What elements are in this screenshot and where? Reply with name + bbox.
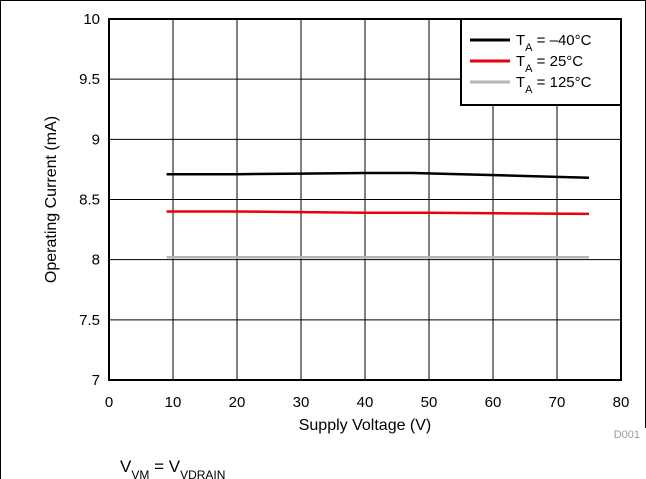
- figure-code: D001: [614, 429, 640, 441]
- legend-label-1: TA = 25°C: [516, 53, 583, 75]
- y-tick-label: 7: [92, 372, 100, 389]
- legend-label-2: TA = 125°C: [516, 74, 592, 96]
- legend-label-0: TA = –40°C: [516, 32, 592, 54]
- condition-note: VVM = VVDRAIN: [120, 457, 225, 479]
- x-tick-label: 80: [613, 394, 630, 411]
- y-tick-label: 9.5: [79, 71, 100, 88]
- series-line-1: [166, 210, 590, 216]
- x-tick-label: 20: [229, 394, 246, 411]
- legend: TA = –40°CTA = 25°CTA = 125°C: [460, 18, 622, 106]
- y-tick-label: 10: [83, 11, 100, 28]
- y-tick-label: 7.5: [79, 312, 100, 329]
- x-tick-label: 50: [421, 394, 438, 411]
- x-tick-label: 0: [105, 394, 113, 411]
- y-axis-label: Operating Current (mA): [43, 116, 60, 283]
- y-tick-label: 8: [92, 252, 100, 269]
- y-tick-label: 8.5: [79, 192, 100, 209]
- x-tick-label: 40: [357, 394, 374, 411]
- y-tick-labels: 7 7.5 8 8.5 9 9.5 10: [79, 11, 100, 389]
- series-layer: [166, 171, 590, 259]
- series-line-0: [166, 171, 590, 180]
- x-tick-label: 60: [485, 394, 502, 411]
- x-tick-label: 70: [549, 394, 566, 411]
- plot-area-frame: [108, 18, 622, 381]
- x-tick-labels: 0 10 20 30 40 50 60 70 80: [105, 394, 630, 411]
- y-tick-label: 9: [92, 131, 100, 148]
- x-tick-label: 10: [165, 394, 182, 411]
- x-tick-label: 30: [293, 394, 310, 411]
- x-axis-label: Supply Voltage (V): [299, 417, 432, 434]
